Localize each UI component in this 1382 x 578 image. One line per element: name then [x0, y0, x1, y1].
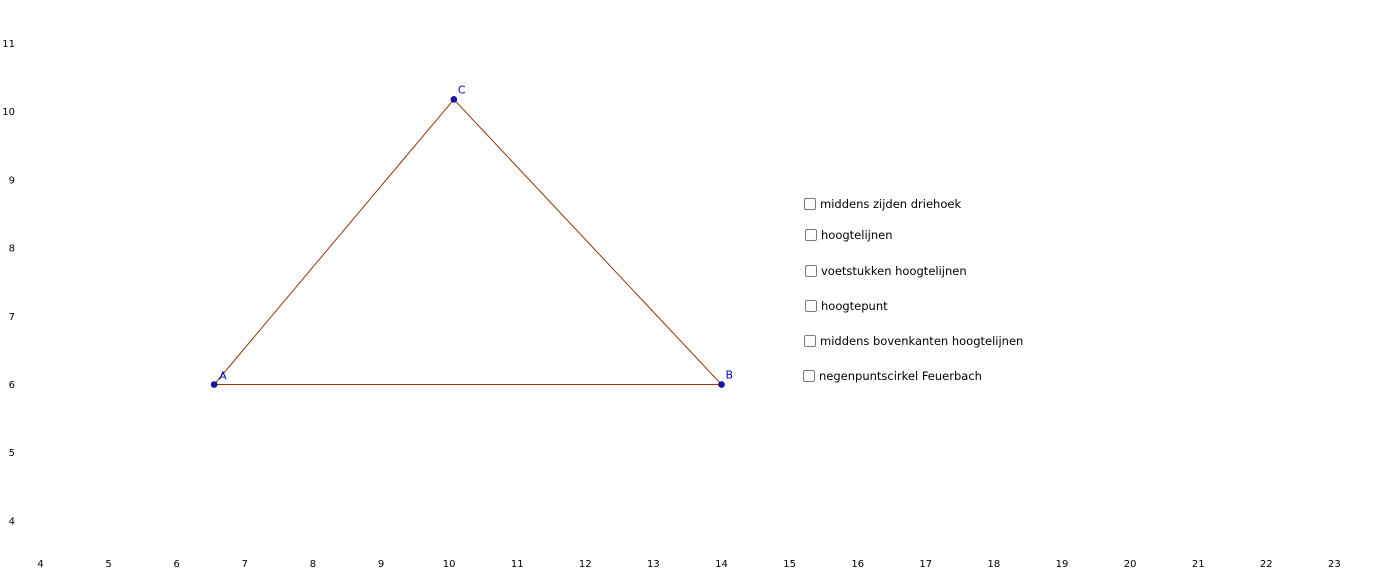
segment-bc[interactable] [453, 99, 722, 385]
x-tick-label-14: 14 [715, 559, 728, 570]
x-tick-label-9: 9 [378, 559, 384, 570]
checkbox-label: negenpuntscirkel Feuerbach [819, 369, 982, 383]
x-tick-label-17: 17 [919, 559, 932, 570]
x-tick-label-19: 19 [1056, 559, 1069, 570]
checkbox-box[interactable] [805, 229, 817, 241]
point-label-a: A [219, 370, 227, 383]
checkbox-box[interactable] [805, 300, 817, 312]
y-tick-label-9: 9 [9, 175, 15, 186]
triangle-abc[interactable] [213, 99, 722, 385]
y-tick-label-7: 7 [9, 312, 15, 323]
x-tick-label-18: 18 [988, 559, 1001, 570]
point-label-c: C [458, 83, 466, 96]
checkbox-hoogtelijnen[interactable]: hoogtelijnen [805, 227, 892, 243]
y-tick-label-8: 8 [9, 244, 15, 255]
x-tick-label-23: 23 [1328, 559, 1341, 570]
y-tick-label-5: 5 [9, 448, 15, 459]
checkbox-hoogtepunt[interactable]: hoogtepunt [805, 298, 888, 314]
segment-ca[interactable] [213, 99, 455, 385]
x-tick-label-8: 8 [310, 559, 316, 570]
x-tick-label-12: 12 [579, 559, 592, 570]
y-axis-tick-labels: 4 5 6 7 8 9 10 11 [2, 39, 15, 527]
checkbox-box[interactable] [803, 370, 815, 382]
checkbox-negenpuntscirkel-feuerbach[interactable]: negenpuntscirkel Feuerbach [803, 368, 982, 384]
x-axis-tick-labels: 4 5 6 7 8 9 10 11 12 13 14 15 16 17 18 19 20 21 22 23 [37, 559, 1340, 570]
point-c[interactable] [450, 96, 458, 103]
triangle-points[interactable]: A B C [210, 83, 734, 388]
x-tick-label-4: 4 [37, 559, 43, 570]
y-tick-label-10: 10 [2, 107, 15, 118]
point-b[interactable] [718, 381, 725, 388]
checkbox-box[interactable] [804, 335, 816, 347]
checkbox-middens-zijden-driehoek[interactable]: middens zijden driehoek [804, 196, 961, 212]
checkbox-voetstukken-hoogtelijnen[interactable]: voetstukken hoogtelijnen [805, 263, 967, 279]
x-tick-label-16: 16 [851, 559, 864, 570]
checkbox-box[interactable] [805, 265, 817, 277]
y-tick-label-6: 6 [9, 380, 15, 391]
x-tick-label-20: 20 [1124, 559, 1137, 570]
y-tick-label-4: 4 [9, 516, 15, 527]
x-tick-label-10: 10 [443, 559, 456, 570]
x-tick-label-7: 7 [242, 559, 248, 570]
x-tick-label-13: 13 [647, 559, 660, 570]
y-tick-label-11: 11 [2, 39, 15, 50]
x-tick-label-6: 6 [174, 559, 180, 570]
checkbox-label: hoogtepunt [821, 299, 888, 313]
checkbox-middens-bovenkanten-hoogtelijnen[interactable]: middens bovenkanten hoogtelijnen [804, 333, 1023, 349]
x-tick-label-15: 15 [783, 559, 796, 570]
point-a[interactable] [210, 381, 218, 388]
point-label-b: B [726, 369, 734, 382]
checkbox-label: hoogtelijnen [821, 228, 893, 242]
x-tick-label-11: 11 [511, 559, 524, 570]
x-tick-label-22: 22 [1260, 559, 1273, 570]
x-tick-label-5: 5 [105, 559, 111, 570]
x-tick-label-21: 21 [1192, 559, 1205, 570]
checkbox-box[interactable] [804, 198, 816, 210]
checkbox-label: middens zijden driehoek [820, 197, 962, 211]
checkbox-label: middens bovenkanten hoogtelijnen [820, 334, 1024, 348]
checkbox-label: voetstukken hoogtelijnen [821, 264, 967, 278]
